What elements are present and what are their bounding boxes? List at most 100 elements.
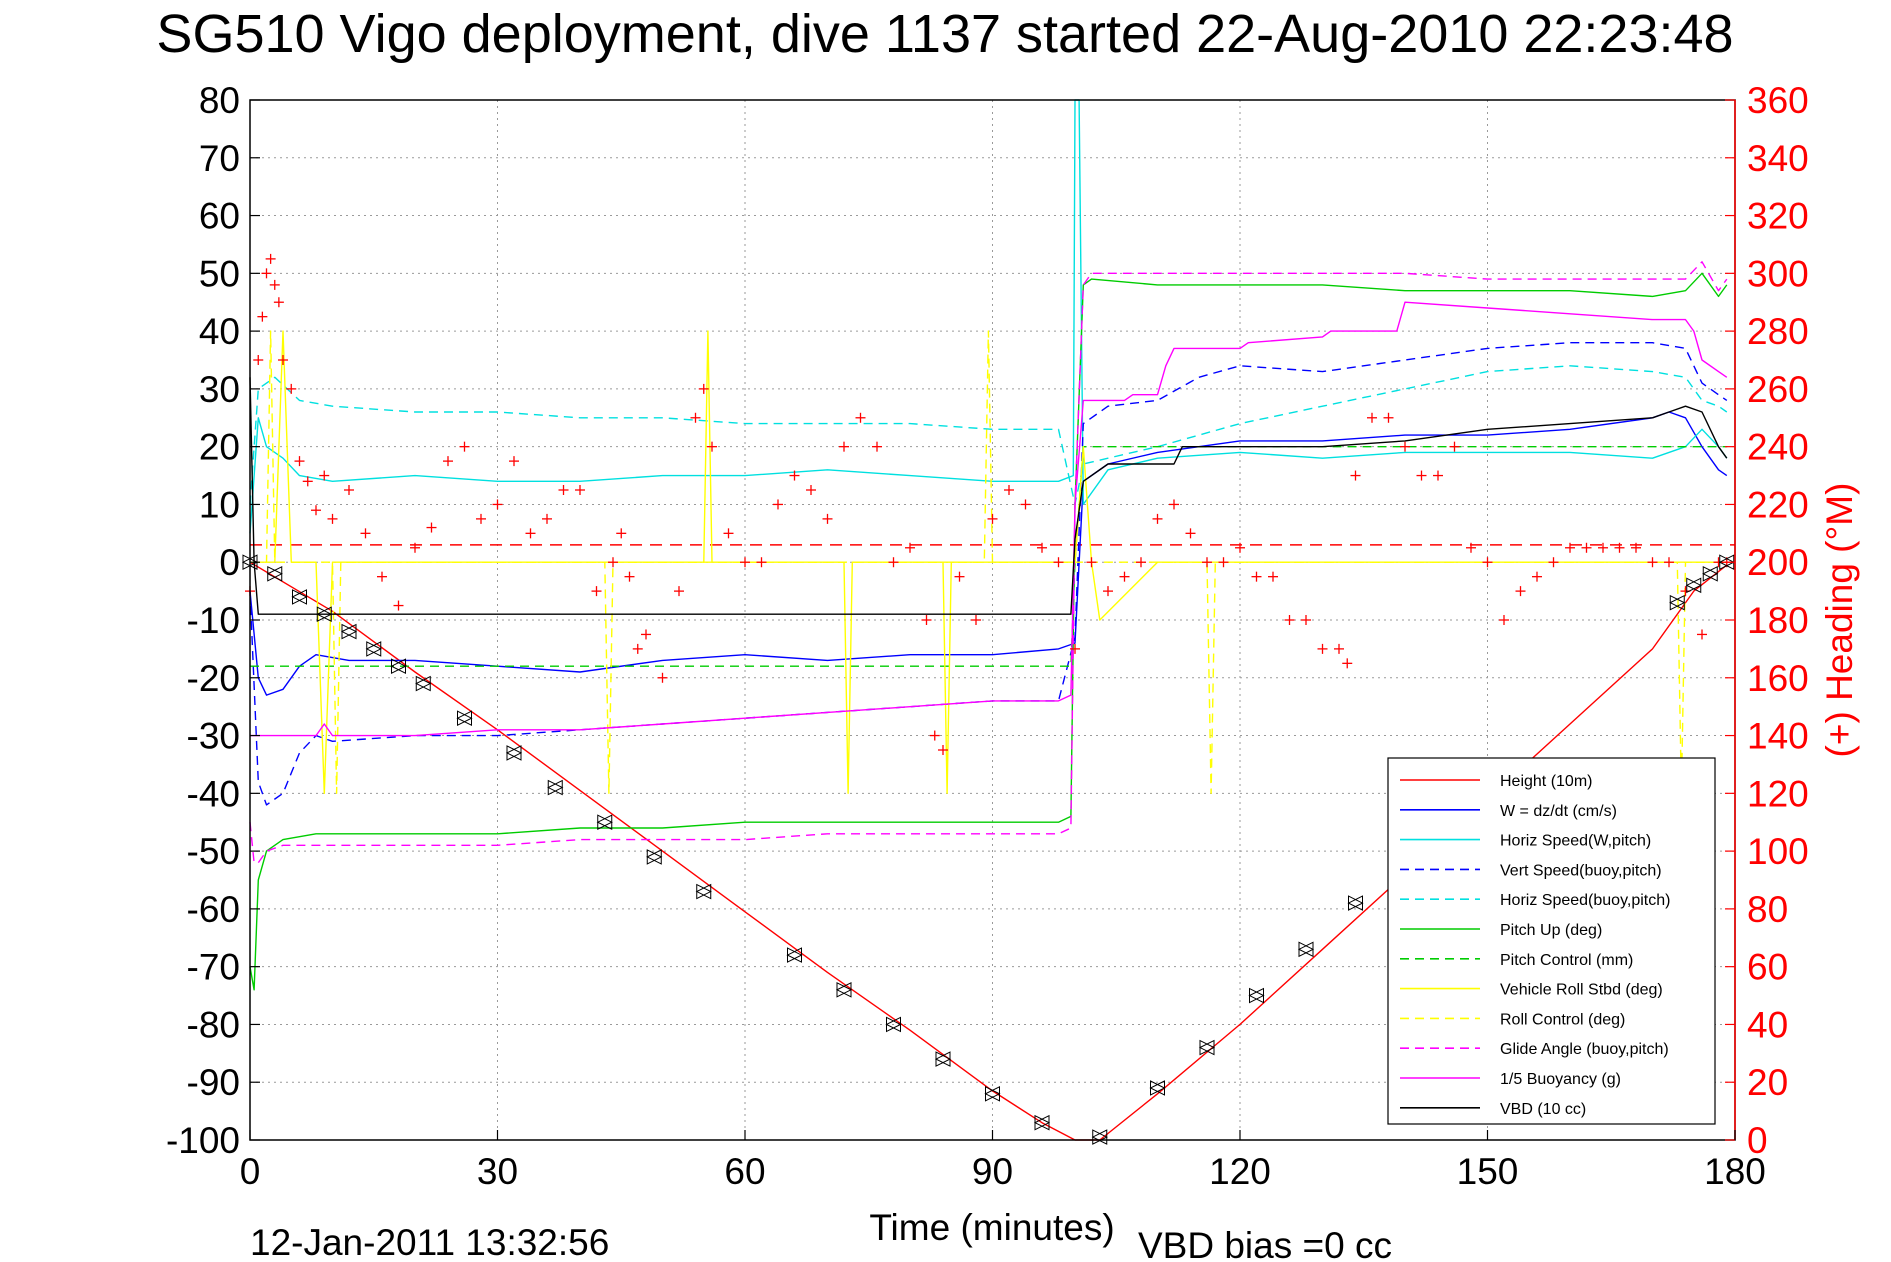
heading-point	[459, 441, 470, 452]
heading-point	[509, 456, 519, 467]
depth-marker	[1297, 941, 1315, 958]
y-tick-label: 30	[199, 369, 240, 410]
depth-marker	[1248, 987, 1265, 1004]
y2-tick-label: 340	[1747, 138, 1809, 179]
y-tick-label: 20	[199, 427, 240, 468]
heading-point	[929, 730, 940, 741]
heading-point	[1317, 643, 1328, 654]
depth-markers	[241, 554, 1735, 1145]
footer-date: 12-Jan-2011 13:32:56	[250, 1222, 609, 1262]
series-line-11	[249, 377, 1728, 615]
x-tick-label: 30	[477, 1151, 518, 1192]
heading-point	[707, 441, 717, 452]
heading-point	[1548, 557, 1559, 568]
heading-point	[690, 412, 701, 423]
x-tick-label: 0	[240, 1151, 261, 1192]
legend-label: Horiz Speed(W,pitch)	[1500, 833, 1651, 850]
y-tick-label: -90	[187, 1062, 240, 1103]
legend-item: Vert Speed(buoy,pitch)	[1400, 862, 1662, 879]
y2-tick-label: 200	[1747, 542, 1809, 583]
heading-point	[492, 499, 503, 510]
heading-point	[302, 476, 313, 487]
y2-axis-label: (+) Heading (°M)	[1819, 483, 1860, 758]
depth-marker	[695, 883, 712, 900]
heading-point	[443, 456, 453, 467]
heading-point	[938, 745, 948, 755]
legend-label: Height (10m)	[1500, 773, 1592, 790]
depth-marker	[1149, 1080, 1166, 1096]
depth-marker	[596, 814, 613, 831]
heading-point	[1202, 557, 1212, 568]
heading-point	[1614, 542, 1625, 553]
heading-point	[1631, 542, 1641, 553]
series-line-2	[249, 99, 1728, 534]
footer-vbd-bias: VBD bias =0 cc	[1138, 1225, 1392, 1262]
heading-point	[1466, 542, 1476, 553]
series-layer	[249, 99, 1735, 1141]
legend-item: Glide Angle (buoy,pitch)	[1400, 1041, 1669, 1058]
y2-tick-label: 120	[1747, 773, 1809, 814]
series-line-10	[250, 301, 1728, 737]
y-tick-label: -10	[187, 600, 240, 641]
heading-point	[1416, 470, 1427, 481]
heading-point	[624, 571, 635, 582]
legend-item: Horiz Speed(W,pitch)	[1400, 833, 1651, 850]
legend-item: VBD (10 cc)	[1400, 1101, 1586, 1118]
heading-point	[575, 485, 585, 495]
y2-tick-label: 80	[1747, 889, 1788, 930]
heading-point	[1697, 629, 1707, 640]
heading-point	[393, 600, 404, 611]
depth-marker	[1033, 1114, 1051, 1131]
heading-point	[319, 470, 330, 481]
depth-marker	[505, 745, 523, 761]
heading-point	[855, 412, 866, 423]
heading-point	[1152, 513, 1163, 524]
legend-item: Height (10m)	[1400, 773, 1592, 790]
heading-point	[1103, 586, 1113, 597]
y-tick-label: 40	[199, 311, 240, 352]
legend-label: W = dz/dt (cm/s)	[1500, 803, 1617, 820]
y-tick-label: -70	[187, 947, 240, 988]
depth-marker	[291, 589, 308, 605]
x-tick-label: 150	[1457, 1151, 1519, 1192]
heading-point	[525, 528, 536, 539]
heading-point	[1136, 557, 1146, 568]
x-tick-label: 120	[1209, 1151, 1271, 1192]
heading-point	[1581, 542, 1592, 553]
y-tick-label: -80	[187, 1004, 240, 1045]
heading-point	[1169, 499, 1179, 510]
depth-marker	[316, 606, 333, 623]
heading-point	[1565, 542, 1575, 553]
series-line-4	[249, 365, 1728, 506]
heading-point	[1433, 470, 1443, 481]
heading-point	[806, 485, 816, 495]
heading-point	[1053, 557, 1064, 568]
depth-marker	[835, 981, 853, 998]
heading-point	[1515, 586, 1526, 597]
heading-point	[542, 513, 552, 524]
heading-point	[257, 311, 268, 322]
heading-point	[1251, 571, 1262, 582]
heading-point	[773, 499, 783, 510]
heading-point	[641, 629, 651, 640]
y2-tick-label: 100	[1747, 831, 1809, 872]
heading-point	[476, 513, 486, 524]
depth-marker	[1198, 1039, 1216, 1056]
y2-tick-label: 40	[1747, 1004, 1788, 1045]
heading-point	[1499, 615, 1509, 625]
x-axis-label: Time (minutes)	[869, 1207, 1114, 1248]
heading-point	[905, 542, 915, 553]
depth-marker	[456, 710, 473, 727]
depth-marker	[786, 947, 803, 963]
y2-tick-label: 20	[1747, 1062, 1788, 1103]
heading-point	[261, 268, 272, 279]
depth-marker	[934, 1051, 952, 1067]
depth-marker	[1091, 1129, 1108, 1145]
heading-point	[971, 615, 981, 625]
y2-tick-label: 220	[1747, 484, 1809, 525]
depth-marker	[646, 849, 663, 865]
legend-label: Pitch Control (mm)	[1500, 952, 1633, 969]
depth-marker	[1347, 895, 1364, 911]
y-axis-right: 3603403203002802602402202001801601401201…	[1725, 80, 1809, 1161]
